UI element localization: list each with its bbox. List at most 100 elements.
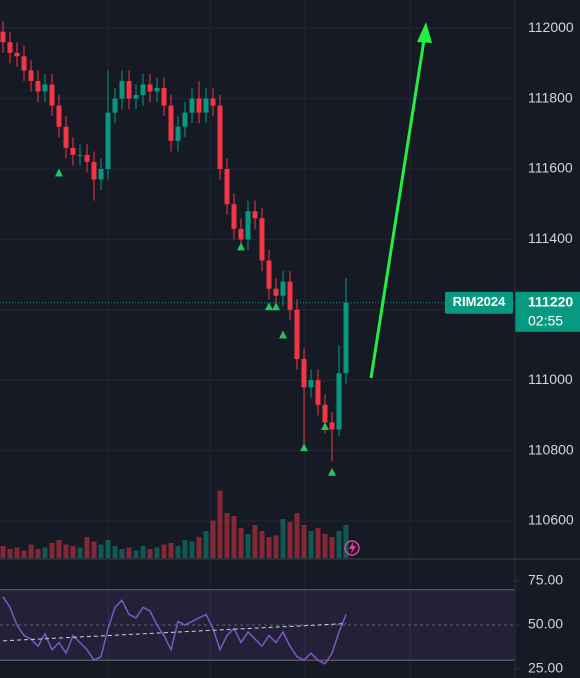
candle-body [259, 218, 265, 261]
volume-bar [77, 547, 83, 558]
rsi-line [2, 623, 347, 642]
volume-bar [21, 550, 27, 558]
volume-bar [329, 537, 335, 558]
candle-body [126, 80, 132, 99]
candle-body [301, 359, 307, 388]
candle-body [21, 56, 27, 71]
arrow-head [417, 22, 432, 43]
candle-body [35, 80, 41, 92]
candle-body [280, 281, 286, 296]
candle-body [287, 281, 293, 310]
volume-bar [70, 546, 76, 558]
volume-bar [189, 541, 195, 558]
volume-bar [203, 531, 209, 558]
last-price-label: 111220 [528, 293, 573, 309]
signal-marker [328, 467, 336, 476]
volume-bar [0, 546, 6, 558]
volume-bar [322, 534, 328, 558]
candle-body [98, 168, 104, 180]
candle-body [56, 105, 62, 127]
y-tick-label: 111400 [528, 230, 573, 246]
signal-marker [55, 168, 63, 177]
volume-bar [266, 537, 272, 558]
trend-arrow [369, 22, 432, 379]
volume-bar [301, 525, 307, 558]
candle-body [168, 105, 174, 141]
volume-bar [28, 544, 34, 558]
candle-body [189, 98, 195, 113]
volume-bar [343, 525, 349, 558]
candle-body [224, 168, 230, 205]
volume-bar [119, 549, 125, 558]
volume-bar [259, 531, 265, 558]
candle-body [14, 52, 20, 57]
signal-marker [272, 302, 280, 311]
candle-body [322, 404, 328, 423]
volume-bar [42, 547, 48, 558]
volume-bar [294, 513, 300, 558]
candle-body [315, 380, 321, 405]
candle-body [28, 70, 34, 81]
volume-bar [49, 543, 55, 558]
candle-body [161, 88, 167, 106]
volume-bar [238, 528, 244, 558]
candle-body [147, 84, 153, 92]
volume-bar [287, 522, 293, 558]
volume-bar [168, 543, 174, 558]
candle-body [154, 88, 160, 92]
candle-body [77, 154, 83, 156]
candle-body [217, 105, 223, 169]
y-tick-label: 75.00 [528, 572, 563, 588]
candle-body [70, 147, 76, 155]
y-tick-label: 25.00 [528, 660, 563, 676]
candle-body [308, 380, 314, 388]
y-tick-label: 110800 [528, 441, 574, 457]
candle-body [133, 95, 139, 99]
volume-bar [154, 547, 160, 558]
candle-body [0, 31, 6, 43]
volume-bar [308, 531, 314, 558]
signal-marker [300, 443, 308, 452]
candle-body [49, 84, 55, 106]
candle-body [273, 288, 279, 296]
volume-bar [196, 537, 202, 558]
volume-bar [224, 513, 230, 558]
candle-body [42, 84, 48, 92]
icon-circle [344, 540, 360, 556]
volume-bar [336, 531, 342, 558]
price-box [515, 291, 580, 332]
signal-marker [279, 330, 287, 339]
candle-body [329, 422, 335, 430]
volume-bar [273, 535, 279, 558]
candle-body [175, 126, 181, 141]
candle-body [238, 228, 244, 240]
arrow-line [369, 39, 426, 379]
volume-bar [161, 544, 167, 558]
volume-bar [280, 519, 286, 558]
candle-body [112, 98, 118, 113]
volume-bar [105, 540, 111, 558]
y-tick-label: 111800 [528, 89, 573, 105]
symbol-label: RIM2024 [453, 294, 507, 309]
volume-bar [231, 516, 237, 558]
candle-body [7, 42, 13, 53]
signal-marker [321, 421, 329, 430]
candle-body [294, 309, 300, 360]
signal-marker [237, 242, 245, 251]
candle-body [140, 84, 146, 96]
volume-bar [7, 549, 13, 558]
candle-body [210, 98, 216, 106]
volume-bar [91, 541, 97, 558]
candle-body [105, 112, 111, 169]
volume-bar [56, 540, 62, 558]
candle-body [63, 126, 69, 148]
volume-bar [182, 540, 188, 558]
candle-body [196, 98, 202, 113]
countdown-label: 02:55 [528, 312, 563, 328]
candle-body [252, 211, 258, 219]
rsi-band [0, 589, 515, 661]
candle-body [91, 161, 97, 180]
volume-bar [210, 520, 216, 558]
